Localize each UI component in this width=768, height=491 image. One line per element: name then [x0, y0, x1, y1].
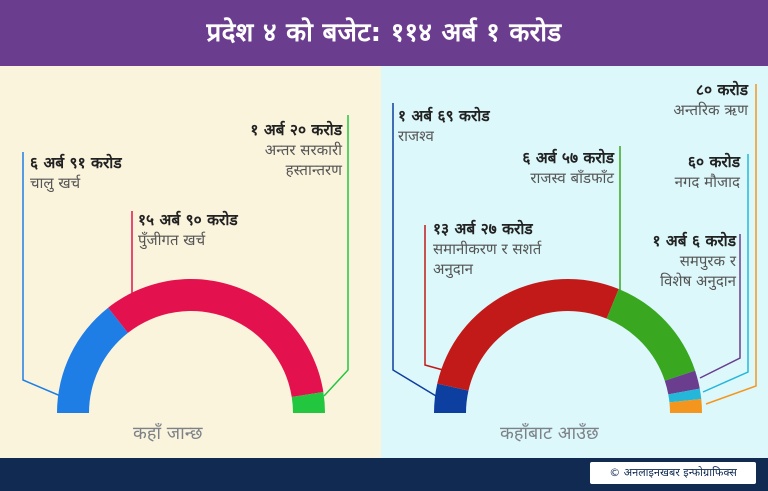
source-item-cash-balance: ६० करोड नगद मौजाद: [640, 150, 740, 192]
source-leader-line-0: [392, 103, 437, 397]
source-item-revenue: १ अर्ब ६९ करोड राजश्व: [398, 104, 490, 146]
spending-label-capital: पुँजीगत खर्च: [138, 231, 206, 249]
spending-segment-2: [291, 392, 325, 413]
source-amount-internal-loan: ८० करोड: [695, 81, 748, 99]
source-item-equalization: १३ अर्ब २७ करोड समानीकरण र सशर्त अनुदान: [433, 217, 541, 279]
sources-caption: कहाँबाट आउँछ: [500, 423, 599, 444]
source-label-equalization-line2: अनुदान: [433, 260, 473, 278]
source-amount-special-grant: १ अर्ब ६ करोड: [652, 232, 736, 250]
source-label-special-grant-line1: समपुरक र: [679, 252, 736, 270]
spending-amount-transfer: १ अर्ब २० करोड: [250, 121, 342, 139]
spending-amount-capital: १५ अर्ब ९० करोड: [138, 211, 238, 229]
source-item-internal-loan: ८० करोड अन्तरिक ऋण: [640, 78, 748, 120]
spending-leader-line-0: [22, 152, 71, 401]
source-leader-line-3: [699, 234, 741, 379]
source-item-special-grant: १ अर्ब ६ करोड समपुरक र विशेष अनुदान: [618, 229, 736, 291]
source-segment-0: [434, 383, 469, 413]
spending-label-recurrent: चालु खर्च: [30, 174, 81, 192]
source-label-internal-loan: अन्तरिक ऋण: [673, 101, 748, 119]
source-leader-line-5: [705, 84, 757, 405]
source-segment-3: [664, 370, 700, 395]
page-title: प्रदेश ४ को बजेट: ११४ अर्ब १ करोड: [206, 18, 562, 48]
header-bar: प्रदेश ४ को बजेट: ११४ अर्ब १ करोड: [0, 0, 768, 66]
source-label-revenue-sharing: राजस्व बाँडफाँट: [530, 169, 614, 187]
source-amount-cash-balance: ६० करोड: [687, 153, 740, 171]
spending-segment-1: [108, 278, 324, 398]
source-label-revenue: राजश्व: [398, 127, 434, 145]
source-leader-line-4: [702, 154, 749, 393]
source-leader-line-1: [424, 225, 444, 371]
source-amount-equalization: १३ अर्ब २७ करोड: [433, 220, 533, 238]
spending-label-transfer-line2: हस्तान्तरण: [285, 161, 342, 179]
source-amount-revenue-sharing: ६ अर्ब ५७ करोड: [522, 149, 614, 167]
credit-badge: © अनलाइनखबर इन्फोग्राफिक्स: [590, 462, 756, 484]
source-segment-4: [668, 388, 702, 403]
source-label-special-grant-line2: विशेष अनुदान: [660, 272, 736, 290]
source-segment-2: [606, 288, 696, 381]
source-item-revenue-sharing: ६ अर्ब ५७ करोड राजस्व बाँडफाँट: [480, 146, 614, 188]
source-label-cash-balance: नगद मौजाद: [674, 173, 740, 191]
spending-item-transfer: १ अर्ब २० करोड अन्तर सरकारी हस्तान्तरण: [206, 118, 342, 180]
spending-amount-recurrent: ६ अर्ब ९१ करोड: [30, 154, 122, 172]
spending-leader-line-2: [323, 115, 349, 397]
spending-label-transfer-line1: अन्तर सरकारी: [264, 141, 342, 159]
spending-segment-0: [57, 307, 128, 413]
source-segment-5: [669, 398, 702, 413]
spending-caption: कहाँ जान्छ: [133, 423, 203, 444]
spending-item-capital: १५ अर्ब ९० करोड पुँजीगत खर्च: [138, 208, 238, 250]
source-segment-1: [437, 279, 619, 391]
source-label-equalization-line1: समानीकरण र सशर्त: [433, 240, 542, 258]
spending-item-recurrent: ६ अर्ब ९१ करोड चालु खर्च: [30, 151, 122, 193]
source-amount-revenue: १ अर्ब ६९ करोड: [398, 107, 490, 125]
